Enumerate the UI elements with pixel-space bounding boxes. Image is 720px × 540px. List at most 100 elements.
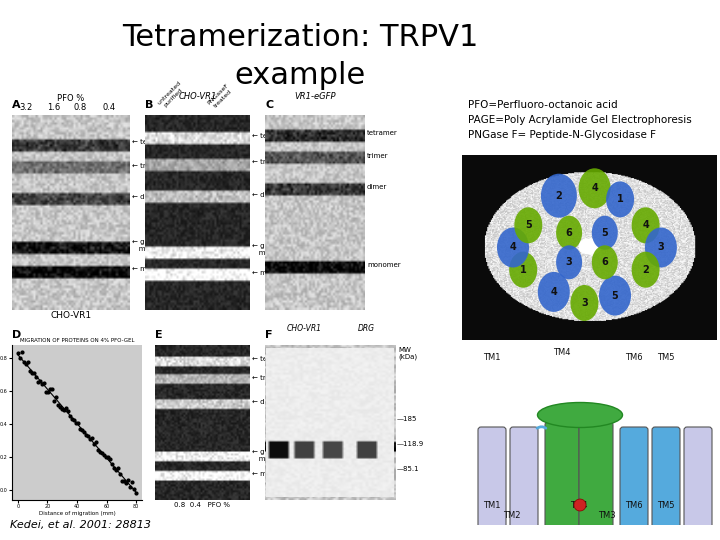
Ellipse shape xyxy=(631,252,660,288)
FancyBboxPatch shape xyxy=(579,422,613,540)
Text: dimer: dimer xyxy=(367,184,387,190)
Text: 4: 4 xyxy=(510,242,516,253)
Point xyxy=(80,430,91,439)
Text: ← dimers: ← dimers xyxy=(252,400,284,406)
Text: ← monomer: ← monomer xyxy=(252,270,294,276)
Text: TM4: TM4 xyxy=(553,348,571,357)
Text: VR1-eGFP: VR1-eGFP xyxy=(294,92,336,101)
Point xyxy=(100,453,112,462)
Point xyxy=(110,466,122,475)
Ellipse shape xyxy=(538,402,623,428)
Text: ← monomer: ← monomer xyxy=(252,471,294,477)
Point xyxy=(12,349,24,357)
Text: 3: 3 xyxy=(657,242,665,253)
Text: 0.8  0.4   PFO %: 0.8 0.4 PFO % xyxy=(174,502,230,508)
Title: MIGRATION OF PROTEINS ON 4% PFO-GEL: MIGRATION OF PROTEINS ON 4% PFO-GEL xyxy=(19,338,134,343)
Point xyxy=(22,357,34,366)
Text: 2: 2 xyxy=(642,265,649,275)
Text: ← monomer: ← monomer xyxy=(132,266,174,272)
Point xyxy=(36,380,48,388)
Text: ← dimers: ← dimers xyxy=(252,192,284,198)
Ellipse shape xyxy=(556,245,582,279)
Point xyxy=(46,384,58,393)
Ellipse shape xyxy=(579,168,611,208)
Text: PNGaseF
treated: PNGaseF treated xyxy=(207,83,234,110)
Text: example: example xyxy=(235,60,366,90)
Text: monomer: monomer xyxy=(367,262,400,268)
Text: TM5: TM5 xyxy=(657,501,675,510)
Text: C: C xyxy=(265,100,273,110)
Text: B: B xyxy=(145,100,153,110)
Text: ← dimers: ← dimers xyxy=(132,194,164,200)
Text: 6: 6 xyxy=(601,257,608,267)
FancyBboxPatch shape xyxy=(510,427,538,540)
Text: ← tetramer: ← tetramer xyxy=(132,139,171,145)
Text: TM1: TM1 xyxy=(483,501,500,510)
Text: 3.2: 3.2 xyxy=(19,103,33,112)
Text: —118.9: —118.9 xyxy=(397,441,424,447)
Text: —185: —185 xyxy=(397,416,418,422)
Text: 2: 2 xyxy=(556,191,562,201)
Point xyxy=(99,450,110,459)
Point xyxy=(34,377,45,386)
Text: 4: 4 xyxy=(550,287,557,297)
Text: 0.4: 0.4 xyxy=(102,103,115,112)
Point xyxy=(122,476,134,485)
Text: TM2: TM2 xyxy=(503,511,521,520)
Text: CHO-VR1: CHO-VR1 xyxy=(287,324,322,333)
Text: ← glycosylated
   monomer: ← glycosylated monomer xyxy=(252,449,304,462)
Text: E: E xyxy=(155,330,163,340)
Point xyxy=(56,404,68,413)
Point xyxy=(54,402,66,411)
Text: TM6: TM6 xyxy=(625,501,643,510)
Text: CHO-VR1: CHO-VR1 xyxy=(179,92,217,101)
FancyBboxPatch shape xyxy=(478,427,506,540)
Point xyxy=(89,440,100,449)
Text: 3: 3 xyxy=(581,298,588,308)
Ellipse shape xyxy=(599,275,631,315)
FancyBboxPatch shape xyxy=(684,427,712,540)
Point xyxy=(42,388,54,396)
Point xyxy=(24,367,36,376)
Text: 5: 5 xyxy=(611,291,618,301)
Ellipse shape xyxy=(514,207,542,244)
Point xyxy=(53,400,64,409)
Text: ← glycosylated
   monomer: ← glycosylated monomer xyxy=(132,239,184,252)
Point xyxy=(107,460,118,468)
Text: TM3: TM3 xyxy=(598,511,616,520)
FancyArrowPatch shape xyxy=(537,427,546,428)
Point xyxy=(120,479,132,488)
Point xyxy=(84,434,96,443)
Text: 1.6: 1.6 xyxy=(47,103,60,112)
Text: Tetramerization: TRPV1: Tetramerization: TRPV1 xyxy=(122,24,478,52)
Point xyxy=(108,464,120,473)
Ellipse shape xyxy=(570,285,598,321)
Text: ← trimers: ← trimers xyxy=(252,375,285,381)
Text: D: D xyxy=(12,330,22,340)
Text: —85.1: —85.1 xyxy=(397,466,420,472)
Text: TM4: TM4 xyxy=(570,501,588,510)
Point xyxy=(125,482,136,491)
Point xyxy=(28,368,40,377)
Point xyxy=(104,455,116,464)
Point xyxy=(26,368,37,377)
Text: CHO-VR1: CHO-VR1 xyxy=(50,311,91,320)
Point xyxy=(44,384,55,393)
Point xyxy=(117,476,128,485)
Text: TM6: TM6 xyxy=(625,353,643,362)
FancyBboxPatch shape xyxy=(652,427,680,540)
Text: A: A xyxy=(12,100,21,110)
Ellipse shape xyxy=(541,174,577,218)
Text: 3: 3 xyxy=(566,257,572,267)
Point xyxy=(68,416,80,425)
Text: ← tetramer: ← tetramer xyxy=(252,133,291,139)
Circle shape xyxy=(574,499,586,511)
Point xyxy=(48,397,60,406)
Point xyxy=(118,477,130,485)
Point xyxy=(18,358,30,367)
Text: 1: 1 xyxy=(617,194,624,205)
Point xyxy=(126,477,138,486)
Point xyxy=(92,446,104,454)
Point xyxy=(20,359,32,368)
Text: 1: 1 xyxy=(520,265,526,275)
